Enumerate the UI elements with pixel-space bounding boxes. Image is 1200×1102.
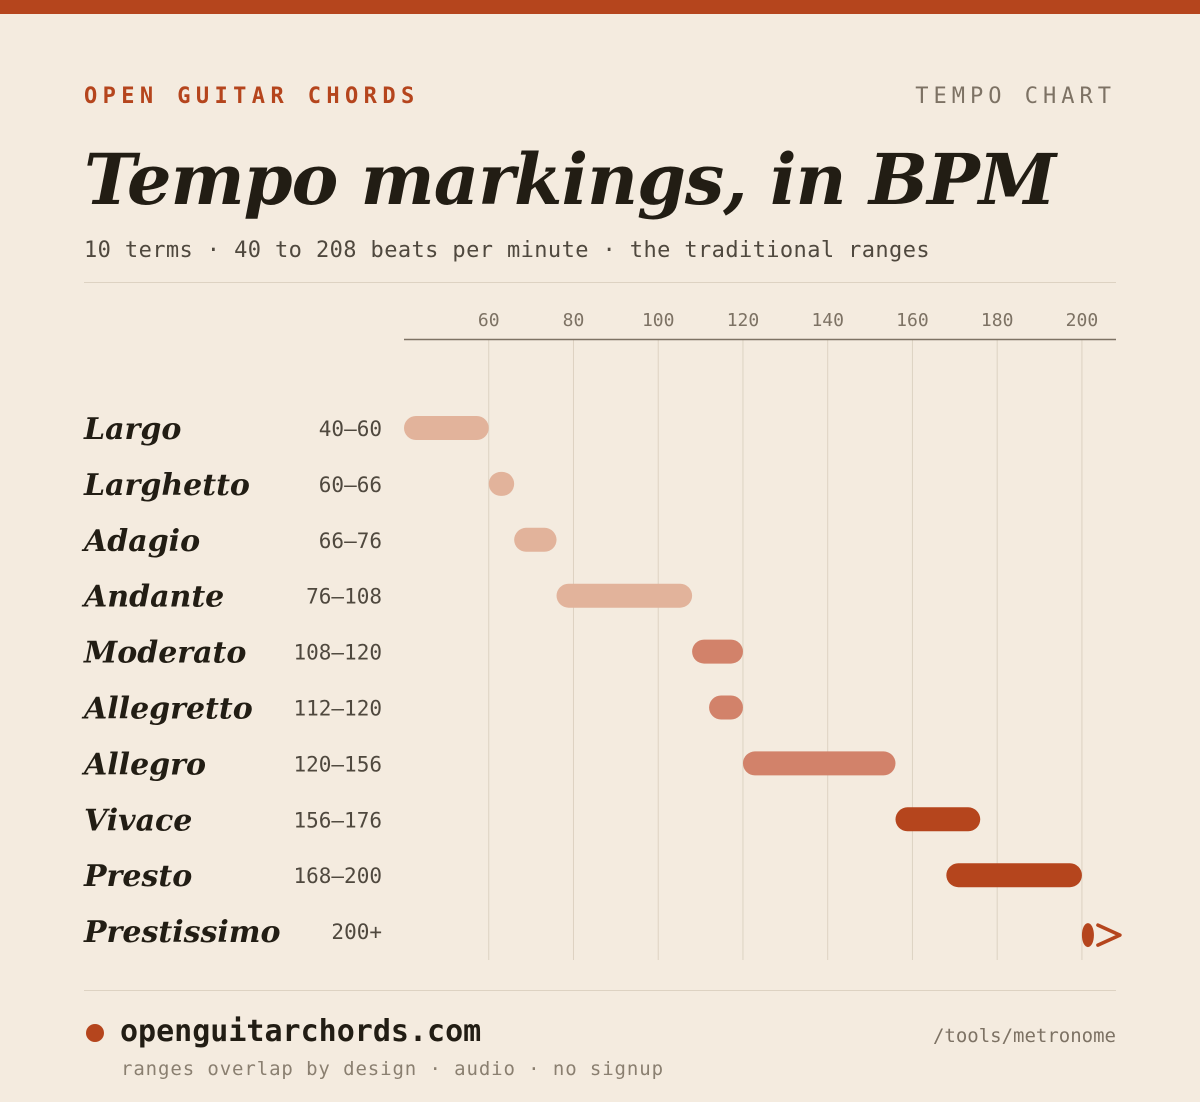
tempo-term-label: Largo bbox=[83, 412, 181, 447]
tempo-range-bar bbox=[556, 583, 693, 608]
brand-label: OPEN GUITAR CHORDS bbox=[84, 84, 420, 109]
bpm-range-label: 168–200 bbox=[293, 864, 382, 888]
footer-path[interactable]: /tools/metronome bbox=[932, 1025, 1116, 1047]
tempo-term-label: Allegretto bbox=[81, 692, 253, 727]
open-ended-arrow-icon bbox=[1096, 923, 1122, 947]
bpm-range-label: 66–76 bbox=[319, 529, 382, 553]
tempo-range-bar bbox=[742, 751, 896, 776]
page-title: Tempo markings, in BPM bbox=[84, 138, 1056, 221]
tempo-range-bar bbox=[895, 807, 981, 832]
tempo-range-bar bbox=[488, 471, 515, 496]
tempo-range-bar bbox=[946, 863, 1082, 888]
tempo-open-bar bbox=[1081, 923, 1094, 948]
footer-site[interactable]: openguitarchords.com bbox=[120, 1014, 482, 1049]
page-subtitle: 10 terms · 40 to 208 beats per minute · … bbox=[84, 238, 930, 263]
x-tick-label: 180 bbox=[981, 310, 1014, 331]
tempo-range-bar bbox=[692, 639, 743, 664]
tempo-term-label: Vivace bbox=[84, 803, 192, 838]
brand-dot-icon bbox=[86, 1024, 104, 1042]
bpm-range-label: 200+ bbox=[331, 920, 382, 944]
bpm-range-label: 120–156 bbox=[293, 752, 382, 776]
tempo-term-label: Larghetto bbox=[83, 468, 250, 503]
x-tick-label: 120 bbox=[727, 310, 760, 331]
bpm-range-label: 76–108 bbox=[306, 585, 382, 609]
tempo-term-label: Andante bbox=[81, 580, 224, 615]
bpm-range-label: 156–176 bbox=[293, 808, 382, 832]
tempo-range-bar bbox=[514, 527, 557, 552]
bpm-range-label: 60–66 bbox=[319, 473, 382, 497]
x-tick-label: 60 bbox=[478, 310, 500, 331]
chart-kind-label: TEMPO CHART bbox=[915, 84, 1116, 109]
x-tick-label: 100 bbox=[642, 310, 675, 331]
header-divider bbox=[84, 282, 1116, 283]
tempo-term-label: Prestissimo bbox=[83, 915, 281, 950]
tempo-term-label: Adagio bbox=[81, 524, 200, 559]
x-tick-label: 160 bbox=[896, 310, 929, 331]
tempo-term-label: Moderato bbox=[83, 636, 246, 671]
tempo-term-label: Allegro bbox=[81, 747, 206, 782]
tempo-range-bar bbox=[404, 416, 489, 440]
tempo-term-label: Presto bbox=[83, 859, 192, 894]
bpm-range-label: 108–120 bbox=[293, 641, 382, 665]
bpm-range-label: 40–60 bbox=[319, 417, 382, 441]
x-tick-label: 140 bbox=[811, 310, 844, 331]
tempo-range-bar bbox=[709, 695, 743, 720]
top-accent-bar bbox=[0, 0, 1200, 14]
footer-tagline: ranges overlap by design · audio · no si… bbox=[121, 1058, 664, 1080]
x-tick-label: 80 bbox=[563, 310, 585, 331]
tempo-chart: 60 80 100 120 140 160 180 200 Largo 40–60 Larghett… bbox=[81, 310, 1122, 960]
footer-divider bbox=[84, 990, 1116, 991]
x-tick-label: 200 bbox=[1066, 310, 1099, 331]
bpm-range-label: 112–120 bbox=[293, 697, 382, 721]
